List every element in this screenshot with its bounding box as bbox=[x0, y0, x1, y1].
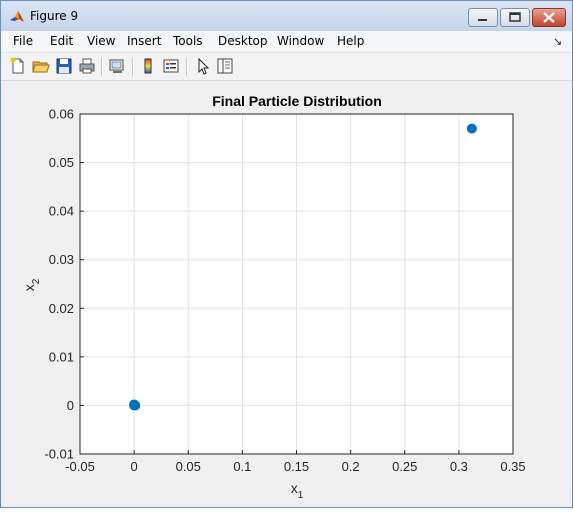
x-tick-label: -0.05 bbox=[65, 459, 95, 474]
dock-arrow-icon[interactable]: ↘ bbox=[553, 36, 563, 48]
menu-file[interactable]: File bbox=[13, 34, 34, 48]
y-tick-label: 0.06 bbox=[49, 107, 74, 122]
new-figure-icon[interactable] bbox=[9, 57, 27, 75]
property-inspector-icon[interactable] bbox=[216, 57, 234, 75]
menu-bar: File Edit View Insert Tools Desktop Wind… bbox=[1, 31, 572, 53]
maximize-button[interactable] bbox=[500, 8, 530, 27]
x-axis-label-main: x bbox=[291, 480, 298, 496]
data-markers bbox=[129, 123, 477, 411]
close-icon bbox=[543, 12, 555, 23]
x-tick-label: 0.05 bbox=[176, 459, 201, 474]
open-file-icon[interactable] bbox=[32, 57, 50, 75]
close-button[interactable] bbox=[532, 8, 566, 27]
menu-edit[interactable]: Edit bbox=[50, 34, 74, 48]
y-tick-label: 0.01 bbox=[49, 349, 74, 364]
menu-help[interactable]: Help bbox=[337, 34, 365, 48]
menu-insert[interactable]: Insert bbox=[127, 34, 162, 48]
x-tick-label: 0.25 bbox=[392, 459, 417, 474]
title-bar[interactable]: Figure 9 bbox=[1, 1, 572, 31]
x-tick-label: 0.3 bbox=[450, 459, 468, 474]
toolbar-separator bbox=[101, 57, 103, 76]
window-title: Figure 9 bbox=[30, 9, 79, 23]
data-point bbox=[130, 400, 141, 411]
menu-tools[interactable]: Tools bbox=[173, 34, 203, 48]
link-plot-icon[interactable] bbox=[108, 57, 126, 75]
x-tick-label: 0 bbox=[131, 459, 138, 474]
x-axis-label-subscript: 1 bbox=[298, 490, 304, 501]
figure-canvas: -0.05 0 0.05 0.1 0.15 0.2 0.25 0.3 0.35 -0.01 0 0.0… bbox=[1, 81, 572, 507]
y-tick-label: 0.05 bbox=[49, 155, 74, 170]
save-icon[interactable] bbox=[55, 57, 73, 75]
insert-legend-icon[interactable] bbox=[162, 57, 180, 75]
insert-colorbar-icon[interactable] bbox=[139, 57, 157, 75]
toolbar-separator bbox=[186, 57, 188, 76]
menu-view[interactable]: View bbox=[87, 34, 116, 48]
x-axis-label: x1 bbox=[291, 480, 304, 501]
y-axis-label-subscript: 2 bbox=[31, 278, 42, 284]
data-point bbox=[466, 123, 477, 134]
axis-ticks: -0.05 0 0.05 0.1 0.15 0.2 0.25 0.3 0.35 -0.01 0 0.0… bbox=[44, 107, 525, 475]
y-axis-label: x2 bbox=[21, 278, 42, 291]
y-axis-label-main: x bbox=[21, 284, 37, 291]
scatter-plot[interactable]: -0.05 0 0.05 0.1 0.15 0.2 0.25 0.3 0.35 -0.01 0 0.0… bbox=[1, 81, 572, 507]
figure-toolbar bbox=[1, 53, 572, 81]
menu-desktop[interactable]: Desktop bbox=[218, 34, 268, 48]
toolbar-separator bbox=[132, 57, 134, 76]
y-tick-label: 0.03 bbox=[49, 252, 74, 267]
y-tick-label: 0.02 bbox=[49, 301, 74, 316]
x-tick-label: 0.15 bbox=[284, 459, 309, 474]
print-icon[interactable] bbox=[78, 57, 96, 75]
y-tick-label: -0.01 bbox=[44, 447, 74, 462]
x-tick-label: 0.35 bbox=[500, 459, 525, 474]
minimize-button[interactable] bbox=[468, 8, 498, 27]
menu-window[interactable]: Window bbox=[277, 34, 325, 48]
chart-title: Final Particle Distribution bbox=[212, 93, 382, 109]
x-tick-label: 0.1 bbox=[233, 459, 251, 474]
maximize-icon bbox=[509, 12, 521, 22]
matlab-logo-icon bbox=[10, 11, 24, 22]
y-tick-label: 0.04 bbox=[49, 204, 74, 219]
y-tick-label: 0 bbox=[67, 398, 74, 413]
x-tick-label: 0.2 bbox=[342, 459, 360, 474]
minimize-icon bbox=[478, 19, 487, 21]
edit-plot-icon[interactable] bbox=[194, 57, 212, 75]
